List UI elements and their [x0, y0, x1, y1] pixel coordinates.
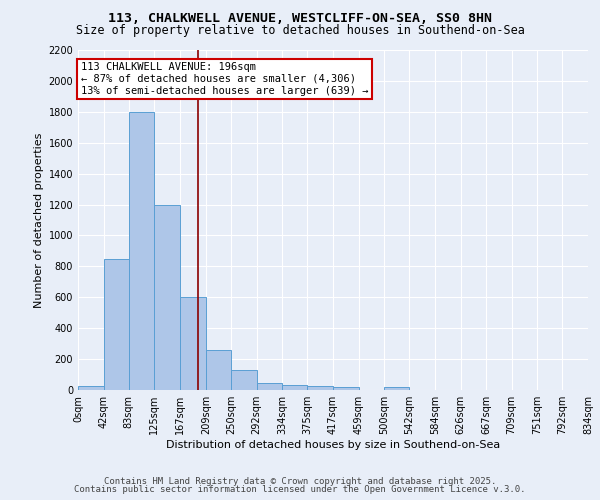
Text: Contains HM Land Registry data © Crown copyright and database right 2025.: Contains HM Land Registry data © Crown c… — [104, 477, 496, 486]
Text: 113, CHALKWELL AVENUE, WESTCLIFF-ON-SEA, SS0 8HN: 113, CHALKWELL AVENUE, WESTCLIFF-ON-SEA,… — [108, 12, 492, 26]
Bar — [78, 386, 104, 390]
Text: Contains public sector information licensed under the Open Government Licence v.: Contains public sector information licen… — [74, 485, 526, 494]
Bar — [257, 383, 282, 390]
Bar — [231, 370, 257, 390]
Bar — [307, 386, 333, 390]
Y-axis label: Number of detached properties: Number of detached properties — [34, 132, 44, 308]
Bar — [333, 387, 359, 390]
X-axis label: Distribution of detached houses by size in Southend-on-Sea: Distribution of detached houses by size … — [166, 440, 500, 450]
Bar — [104, 260, 129, 390]
Bar — [129, 112, 154, 390]
Text: Size of property relative to detached houses in Southend-on-Sea: Size of property relative to detached ho… — [76, 24, 524, 37]
Text: 113 CHALKWELL AVENUE: 196sqm
← 87% of detached houses are smaller (4,306)
13% of: 113 CHALKWELL AVENUE: 196sqm ← 87% of de… — [81, 62, 368, 96]
Bar — [384, 387, 409, 390]
Bar — [206, 350, 231, 390]
Bar — [154, 204, 180, 390]
Bar — [180, 298, 206, 390]
Bar — [282, 384, 307, 390]
